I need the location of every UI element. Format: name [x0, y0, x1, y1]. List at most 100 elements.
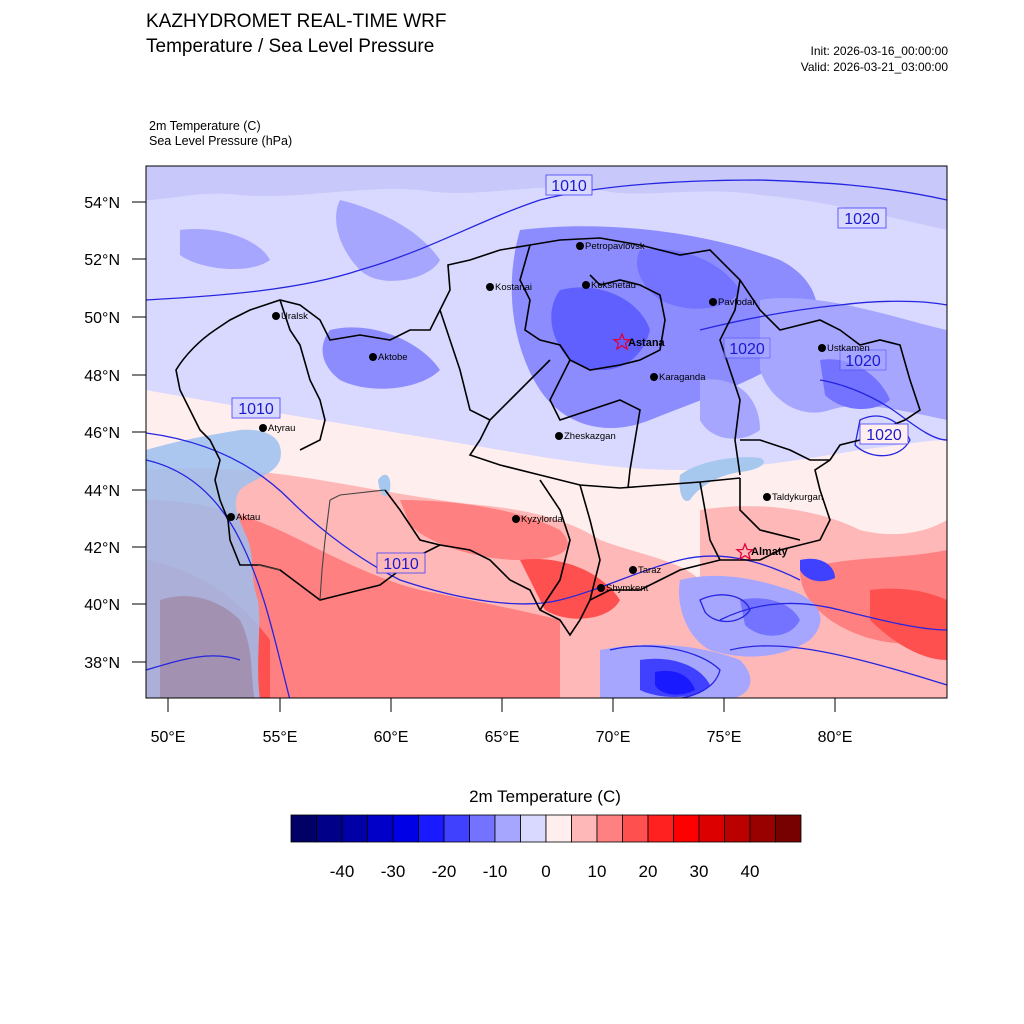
city-label: Ustkamen: [827, 343, 870, 354]
city-label: Pavlodar: [718, 297, 756, 308]
city-dot: [227, 513, 235, 521]
lon-label: 55°E: [263, 729, 298, 746]
city-dot: [259, 424, 267, 432]
city-dot: [369, 353, 377, 361]
colorbar-swatch: [724, 814, 751, 843]
city-label: Aktobe: [378, 352, 408, 363]
city-label: Kyzylorda: [521, 514, 563, 525]
lon-label: 65°E: [485, 729, 520, 746]
colorbar-swatch: [775, 814, 802, 843]
colorbar-tick: 40: [741, 862, 760, 881]
city-label: Aktau: [236, 512, 260, 523]
colorbar-swatch: [520, 814, 547, 843]
capital-star-icon: [612, 332, 632, 351]
city-dot: [818, 344, 826, 352]
city-label: Zheskazgan: [564, 431, 616, 442]
city-dot: [555, 432, 563, 440]
lat-label: 38°N: [84, 655, 120, 672]
lat-label: 40°N: [84, 597, 120, 614]
city-dot: [582, 281, 590, 289]
isobar-label: 1020: [844, 211, 880, 228]
colorbar-swatch: [571, 814, 598, 843]
city-label: Shymkent: [606, 583, 649, 594]
city-dot: [272, 312, 280, 320]
colorbar-swatch: [673, 814, 700, 843]
colorbar-swatch: [316, 814, 343, 843]
region-boundaries: [175, 237, 921, 637]
isobar-label: 1020: [866, 427, 902, 444]
valid-time: Valid: 2026-03-21_03:00:00: [800, 60, 948, 74]
colorbar-swatch: [749, 814, 776, 843]
colorbar: [290, 814, 802, 843]
temperature-field: [146, 166, 947, 698]
country-boundaries: [257, 489, 386, 601]
city-dot: [709, 298, 717, 306]
capital-label: Almaty: [751, 546, 789, 558]
colorbar-swatch: [494, 814, 521, 843]
city-dot: [512, 515, 520, 523]
lon-label: 75°E: [707, 729, 742, 746]
city-markers: Petropavlovsk Kostanai Kokshetau Pavloda…: [227, 241, 870, 594]
lon-label: 70°E: [596, 729, 631, 746]
init-time: Init: 2026-03-16_00:00:00: [810, 44, 948, 58]
colorbar-swatch: [545, 814, 572, 843]
city-label: Karaganda: [659, 372, 706, 383]
city-label: Kostanai: [495, 282, 532, 293]
longitude-labels: 50°E 55°E 60°E 65°E 70°E 75°E 80°E: [151, 729, 853, 746]
map-title: KAZHYDROMET REAL-TIME WRF: [146, 11, 447, 32]
colorbar-swatch: [647, 814, 674, 843]
colorbar-swatch: [367, 814, 394, 843]
city-dot: [576, 242, 584, 250]
city-dot: [650, 373, 658, 381]
colorbar-tick: -40: [330, 862, 355, 881]
city-label: Atyrau: [268, 423, 295, 434]
city-dot: [629, 566, 637, 574]
lat-label: 50°N: [84, 310, 120, 327]
isobar-label: 1010: [238, 401, 274, 418]
colorbar-swatch: [698, 814, 725, 843]
capital-label: Astana: [628, 337, 666, 349]
colorbar-swatch: [469, 814, 496, 843]
colorbar-swatch: [290, 814, 317, 843]
lat-label: 52°N: [84, 252, 120, 269]
city-dot: [597, 584, 605, 592]
city-label: Kokshetau: [591, 280, 636, 291]
colorbar-tick: 30: [690, 862, 709, 881]
colorbar-swatch: [622, 814, 649, 843]
colorbar-tick: -20: [432, 862, 457, 881]
city-label: Taraz: [638, 565, 661, 576]
lat-label: 44°N: [84, 483, 120, 500]
pressure-isobars: [146, 179, 947, 698]
colorbar-tick: -30: [381, 862, 406, 881]
city-label: Petropavlovsk: [585, 241, 645, 252]
capital-star-icon: [735, 542, 755, 561]
lon-label: 60°E: [374, 729, 409, 746]
lat-label: 42°N: [84, 540, 120, 557]
colorbar-title: 2m Temperature (C): [469, 787, 621, 806]
city-dot: [763, 493, 771, 501]
lat-label: 54°N: [84, 195, 120, 212]
map-subtitle: Temperature / Sea Level Pressure: [146, 36, 435, 57]
colorbar-tick: -10: [483, 862, 508, 881]
colorbar-swatch: [418, 814, 445, 843]
colorbar-tick-labels: -40 -30 -20 -10 0 10 20 30 40: [330, 862, 760, 881]
colorbar-swatch: [341, 814, 368, 843]
axis-ticks: [132, 201, 836, 712]
colorbar-swatch: [392, 814, 419, 843]
lat-label: 48°N: [84, 368, 120, 385]
colorbar-tick: 10: [588, 862, 607, 881]
latitude-labels: 54°N 52°N 50°N 48°N 46°N 44°N 42°N 40°N …: [84, 195, 120, 672]
variable-secondary-label: Sea Level Pressure (hPa): [149, 134, 293, 148]
isobar-labels: 1010 1020 1020 1020 1020 1010 1010: [231, 174, 909, 574]
isobar-label: 1020: [845, 353, 881, 370]
variable-primary-label: 2m Temperature (C): [149, 119, 261, 133]
isobar-label: 1010: [383, 556, 419, 573]
lat-label: 46°N: [84, 425, 120, 442]
city-dot: [486, 283, 494, 291]
city-label: Uralsk: [281, 311, 308, 322]
lon-label: 50°E: [151, 729, 186, 746]
isobar-label: 1010: [551, 178, 587, 195]
colorbar-tick: 0: [541, 862, 550, 881]
colorbar-swatch: [596, 814, 623, 843]
